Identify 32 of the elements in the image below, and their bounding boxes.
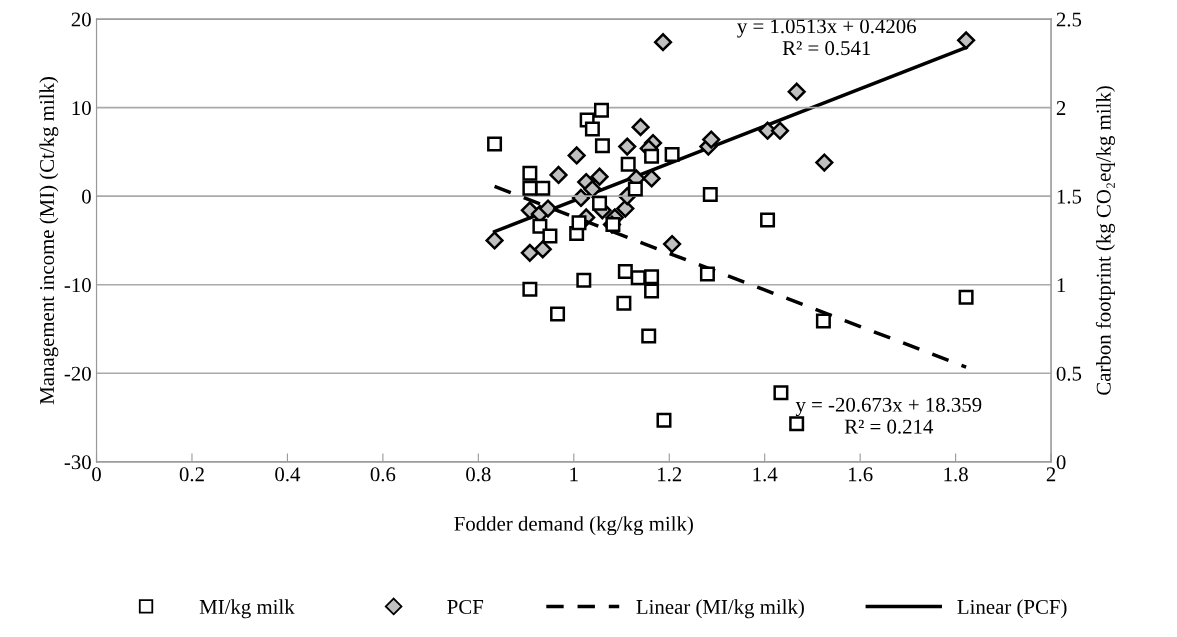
y2-axis-title: Carbon footprint (kg CO₂eq/kg milk) bbox=[1095, 86, 1116, 395]
x-tick-label: 0.6 bbox=[370, 467, 396, 482]
y2-tick-label: 1 bbox=[1057, 278, 1066, 292]
y2-tick-label: 0.5 bbox=[1056, 366, 1082, 381]
annotation: y = 1.0513x + 0.4206 R² = 0.541 bbox=[737, 19, 916, 56]
y-tick-label: 0 bbox=[82, 189, 91, 204]
x-tick-label: 1 bbox=[570, 467, 578, 482]
y2-tick-label: 2.5 bbox=[1056, 12, 1082, 27]
x-tick-label: 1.6 bbox=[848, 467, 873, 482]
x-tick-label: 0.8 bbox=[466, 467, 491, 482]
x-tick-label: 2 bbox=[1046, 467, 1056, 482]
y2-tick-label: 1.5 bbox=[1057, 189, 1082, 204]
x-tick-label: 1.8 bbox=[944, 467, 968, 482]
y-tick-label: -10 bbox=[64, 278, 91, 293]
x-tick-label: 0.2 bbox=[179, 467, 204, 482]
x-tick-label: 0 bbox=[92, 467, 101, 482]
legend-label: PCF bbox=[447, 599, 484, 614]
x-axis-title: Fodder demand (kg/kg milk) bbox=[454, 516, 693, 536]
legend-label: Linear (MI/kg milk) bbox=[636, 599, 804, 619]
x-tick-label: 1.4 bbox=[753, 467, 778, 482]
y-axis-title: Management income (MI) (Ct/kg milk) bbox=[39, 77, 59, 405]
y2-tick-label: 0 bbox=[1056, 455, 1066, 470]
y-tick-label: 20 bbox=[71, 12, 91, 27]
annotation: y = -20.673x + 18.359 R² = 0.214 bbox=[795, 397, 982, 434]
legend-label: Linear (PCF) bbox=[957, 599, 1067, 619]
y-tick-label: -30 bbox=[64, 455, 91, 470]
legend-label: MI/kg milk bbox=[199, 599, 295, 619]
y-tick-label: 10 bbox=[72, 101, 91, 116]
x-tick-label: 1.2 bbox=[658, 467, 682, 482]
x-tick-label: 0.4 bbox=[275, 467, 301, 482]
y-tick-label: -20 bbox=[64, 366, 91, 381]
y2-tick-label: 2 bbox=[1056, 101, 1066, 115]
